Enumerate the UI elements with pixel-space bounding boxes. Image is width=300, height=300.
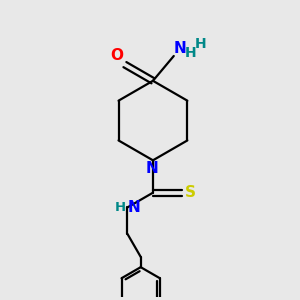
Text: H: H: [195, 37, 207, 51]
Text: O: O: [110, 48, 123, 63]
Text: S: S: [185, 185, 196, 200]
Text: N: N: [174, 41, 187, 56]
Text: H: H: [185, 46, 196, 59]
Text: N: N: [128, 200, 140, 215]
Text: H: H: [115, 201, 126, 214]
Text: N: N: [146, 161, 159, 176]
